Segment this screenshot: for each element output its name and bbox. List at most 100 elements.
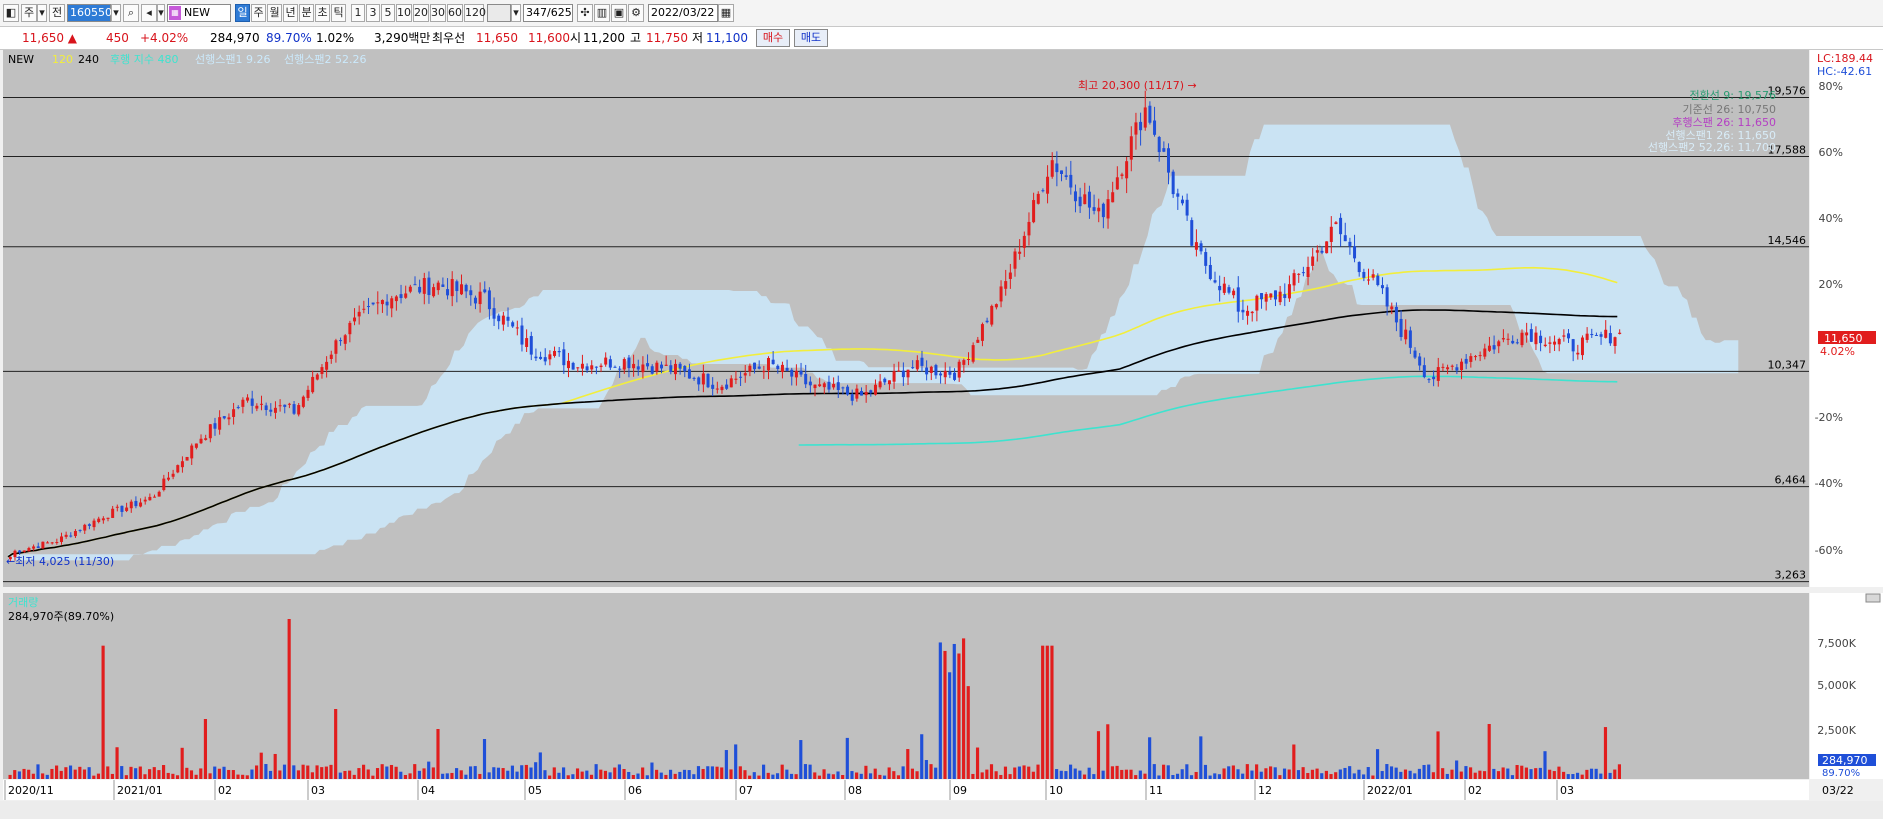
interval-dropdown-icon[interactable]: ▾ <box>511 4 521 22</box>
period-tab-week[interactable]: 주 <box>251 4 266 22</box>
volume-bar <box>1022 765 1026 779</box>
volume-bar <box>1585 769 1589 779</box>
volume-bar <box>1101 770 1105 779</box>
buy-button[interactable]: 매수 <box>756 29 790 47</box>
volume-bar <box>1510 775 1515 779</box>
candle-body <box>353 317 357 322</box>
volume-bar <box>1320 773 1324 779</box>
candle-body <box>306 389 310 398</box>
candle-body <box>566 360 570 369</box>
candle-body <box>1213 280 1217 283</box>
volume-bar <box>692 774 696 779</box>
crosshair-icon[interactable]: ✣ <box>577 4 593 22</box>
high-label: 고 <box>630 31 642 45</box>
volume-bar <box>878 774 882 779</box>
calendar-icon[interactable]: ▦ <box>718 4 734 22</box>
candle-body <box>892 371 896 382</box>
volume-bar <box>1236 769 1240 779</box>
volume-bar <box>887 767 891 779</box>
volume-bar <box>529 767 533 779</box>
candle-body <box>515 327 519 329</box>
x-axis-labels: 2020/11 2021/01 02 03 04 05 06 07 08 09 10 11 12 2022… <box>4 780 1574 800</box>
candle-body <box>46 542 50 544</box>
date-field[interactable]: 2022/03/22 <box>648 4 718 22</box>
stock-code-input[interactable]: 160550 <box>67 4 112 22</box>
candle-body <box>1194 242 1198 250</box>
volume-bar <box>394 766 398 779</box>
price-tag: 11,650 <box>1824 332 1863 345</box>
right-axis-labels: 19,576 17,588 14,546 10,347 6,464 3,263 80% 60%… <box>1768 80 1857 737</box>
volume-bar <box>562 767 566 779</box>
candle-body <box>204 438 208 440</box>
volume-bar <box>1352 773 1356 779</box>
candle-body <box>143 499 147 502</box>
interval-5[interactable]: 5 <box>381 4 395 22</box>
collapse-icon[interactable] <box>1865 593 1881 603</box>
volume-bar <box>375 768 380 779</box>
candle-body <box>1283 294 1287 299</box>
volume-bar <box>1520 765 1524 779</box>
volume-bar <box>357 768 361 779</box>
volume-bar <box>822 769 826 779</box>
volume-bar <box>166 772 170 779</box>
bar-count-field[interactable]: 347/625 <box>523 4 573 22</box>
interval-120[interactable]: 120 <box>464 4 486 22</box>
volume-bar <box>1027 766 1031 779</box>
chevron-down-icon[interactable]: ▾ <box>37 4 47 22</box>
market-button[interactable]: 전 <box>49 4 65 22</box>
volume-bar <box>1208 775 1212 779</box>
interval-60[interactable]: 60 <box>447 4 463 22</box>
candle-body <box>157 491 161 497</box>
candle-body <box>948 371 952 375</box>
volume-bar <box>241 774 245 779</box>
arrow-dropdown-icon[interactable]: ▾ <box>157 4 165 22</box>
volume-bar <box>910 768 915 779</box>
candle-body <box>55 542 59 544</box>
candle-body <box>1469 356 1473 362</box>
gear-icon[interactable]: ⚙ <box>628 4 644 22</box>
volume-bar <box>1217 774 1221 779</box>
candle-body <box>804 373 808 385</box>
layout-icon[interactable]: ◧ <box>3 4 19 22</box>
candle-body <box>734 378 738 380</box>
volume-bar <box>17 771 21 779</box>
interval-1[interactable]: 1 <box>351 4 365 22</box>
interval-20[interactable]: 20 <box>413 4 429 22</box>
arrow-icon[interactable]: ◂ <box>141 4 157 22</box>
chart-icon[interactable]: ▥ <box>594 4 610 22</box>
volume-bar <box>1599 773 1603 779</box>
period-tab-minute[interactable]: 분 <box>299 4 314 22</box>
candle-body <box>1446 367 1450 370</box>
custom-interval-input[interactable] <box>487 4 511 22</box>
candle-body <box>59 536 63 542</box>
candle-body <box>269 409 273 412</box>
candle-body <box>1618 332 1622 334</box>
interval-3[interactable]: 3 <box>366 4 380 22</box>
period-tab-month[interactable]: 월 <box>267 4 282 22</box>
period-tab-second[interactable]: 초 <box>315 4 330 22</box>
period-tab-year[interactable]: 년 <box>283 4 298 22</box>
code-dropdown-icon[interactable]: ▾ <box>111 4 121 22</box>
interval-30[interactable]: 30 <box>430 4 446 22</box>
high-annotation: 최고 20,300 (11/17) → <box>1078 79 1197 92</box>
mode-select[interactable]: 주 <box>21 4 37 22</box>
volume-bar <box>957 653 961 779</box>
ask-price: 11,650 <box>476 31 518 45</box>
sell-button[interactable]: 매도 <box>794 29 828 47</box>
volume-bar <box>1162 764 1166 779</box>
candle-body <box>1157 136 1161 153</box>
save-icon[interactable]: ▣ <box>611 4 627 22</box>
volume-bar <box>31 773 35 779</box>
stock-name-field[interactable]: NEW <box>167 4 231 22</box>
period-tab-day[interactable]: 일 <box>235 4 250 22</box>
candle-body <box>873 384 877 395</box>
candle-body <box>236 407 240 409</box>
interval-10[interactable]: 10 <box>396 4 412 22</box>
period-tab-tick[interactable]: 틱 <box>331 4 346 22</box>
volume-bar <box>73 769 77 779</box>
candle-body <box>22 550 26 552</box>
scroll-bar[interactable] <box>0 801 1883 819</box>
candle-body <box>976 339 980 343</box>
search-icon[interactable]: ⌕ <box>123 4 139 22</box>
